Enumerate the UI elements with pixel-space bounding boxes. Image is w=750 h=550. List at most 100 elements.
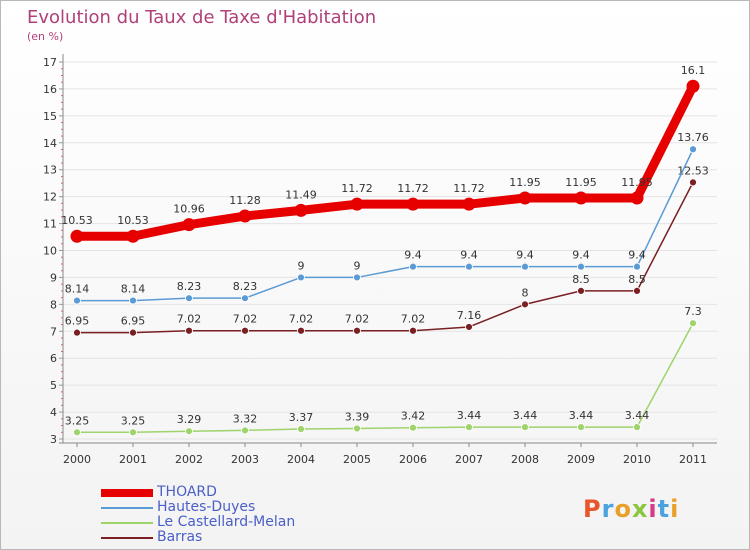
chart-title: Evolution du Taux de Taxe d'Habitation <box>27 7 377 28</box>
data-label-hautes-duyes-2007: 9.4 <box>460 249 478 262</box>
legend-item-hautes-duyes[interactable]: Hautes-Duyes <box>101 500 295 515</box>
data-point-thoard-2006 <box>406 197 420 211</box>
data-point-le-castellard-melan-2007 <box>465 423 473 432</box>
data-label-le-castellard-melan-2002: 3.29 <box>177 413 202 426</box>
data-point-hautes-duyes-2010 <box>633 262 641 271</box>
y-tick-label-8: 8 <box>50 298 57 311</box>
y-tick-label-13: 13 <box>43 164 57 177</box>
y-tick-label-14: 14 <box>43 137 57 150</box>
data-point-thoard-2001 <box>126 229 140 243</box>
data-point-le-castellard-melan-2009 <box>577 423 585 432</box>
data-label-le-castellard-melan-2007: 3.44 <box>457 409 482 422</box>
data-label-hautes-duyes-2009: 9.4 <box>572 249 590 262</box>
data-label-barras-2009: 8.5 <box>572 273 590 286</box>
data-point-thoard-2002 <box>182 218 196 232</box>
data-point-hautes-duyes-2009 <box>577 262 585 271</box>
x-tick-label-2004: 2004 <box>287 453 315 466</box>
data-label-thoard-2010: 11.95 <box>621 176 653 189</box>
data-point-hautes-duyes-2011 <box>689 145 697 154</box>
data-point-le-castellard-melan-2006 <box>409 423 417 432</box>
data-point-thoard-2005 <box>350 197 364 211</box>
data-point-barras-2003 <box>241 326 249 335</box>
data-label-hautes-duyes-2005: 9 <box>354 259 361 272</box>
data-label-le-castellard-melan-2011: 7.3 <box>684 305 702 318</box>
data-point-hautes-duyes-2003 <box>241 294 249 303</box>
legend-item-thoard[interactable]: THOARD <box>101 485 295 500</box>
data-label-barras-2001: 6.95 <box>121 315 146 328</box>
data-label-thoard-2006: 11.72 <box>397 182 429 195</box>
data-label-hautes-duyes-2004: 9 <box>298 259 305 272</box>
data-label-hautes-duyes-2011: 13.76 <box>677 131 709 144</box>
y-tick-label-10: 10 <box>43 245 57 258</box>
legend-label-thoard: THOARD <box>157 484 217 500</box>
proxiti-logo: Proxiti <box>583 495 680 523</box>
data-label-le-castellard-melan-2010: 3.44 <box>625 409 650 422</box>
data-point-hautes-duyes-2008 <box>521 262 529 271</box>
data-label-thoard-2005: 11.72 <box>341 182 373 195</box>
data-label-le-castellard-melan-2003: 3.32 <box>233 412 258 425</box>
data-label-thoard-2004: 11.49 <box>285 188 317 201</box>
legend-swatch-le-castellard-melan <box>101 521 153 524</box>
y-tick-label-3: 3 <box>50 433 57 446</box>
data-label-barras-2002: 7.02 <box>177 313 202 326</box>
y-tick-label-4: 4 <box>50 406 57 419</box>
data-point-le-castellard-melan-2000 <box>73 428 81 437</box>
data-point-hautes-duyes-2000 <box>73 296 81 305</box>
data-point-thoard-2011 <box>686 79 700 93</box>
data-label-hautes-duyes-2010: 9.4 <box>628 249 646 262</box>
y-tick-label-12: 12 <box>43 191 57 204</box>
data-point-barras-2002 <box>185 326 193 335</box>
data-point-thoard-2009 <box>574 191 588 205</box>
data-point-barras-2011 <box>689 178 697 187</box>
data-label-thoard-2009: 11.95 <box>565 176 597 189</box>
data-label-le-castellard-melan-2006: 3.42 <box>401 410 426 423</box>
data-point-barras-2001 <box>129 328 137 337</box>
data-point-le-castellard-melan-2003 <box>241 426 249 435</box>
data-point-le-castellard-melan-2008 <box>521 423 529 432</box>
chart-subtitle: (en %) <box>27 30 64 43</box>
data-label-thoard-2007: 11.72 <box>453 182 485 195</box>
x-tick-label-2000: 2000 <box>63 453 91 466</box>
legend-item-barras[interactable]: Barras <box>101 530 295 545</box>
series-line-hautes-duyes <box>76 148 694 302</box>
legend-item-le-castellard-melan[interactable]: Le Castellard-Melan <box>101 515 295 530</box>
data-label-thoard-2008: 11.95 <box>509 176 541 189</box>
data-point-barras-2007 <box>465 323 473 331</box>
x-tick-label-2006: 2006 <box>399 453 427 466</box>
data-point-thoard-2000 <box>70 229 84 243</box>
data-point-le-castellard-melan-2011 <box>689 319 697 328</box>
x-tick-label-2010: 2010 <box>623 453 651 466</box>
data-point-hautes-duyes-2002 <box>185 294 193 303</box>
legend-label-le-castellard-melan: Le Castellard-Melan <box>157 514 296 530</box>
data-label-barras-2006: 7.02 <box>401 313 426 326</box>
x-tick-label-2008: 2008 <box>511 453 539 466</box>
y-tick-label-17: 17 <box>43 56 57 69</box>
legend-swatch-hautes-duyes <box>101 506 153 509</box>
data-point-hautes-duyes-2004 <box>297 273 305 282</box>
data-point-barras-2005 <box>353 326 361 335</box>
y-tick-label-16: 16 <box>43 83 57 96</box>
data-label-barras-2008: 8 <box>522 286 529 299</box>
data-label-le-castellard-melan-2001: 3.25 <box>121 414 146 427</box>
legend-swatch-thoard <box>101 488 153 497</box>
y-tick-label-6: 6 <box>50 352 57 365</box>
data-point-thoard-2004 <box>294 203 308 217</box>
data-label-barras-2011: 12.53 <box>677 164 709 177</box>
x-tick-label-2007: 2007 <box>455 453 483 466</box>
x-tick-label-2011: 2011 <box>679 453 707 466</box>
data-label-barras-2007: 7.16 <box>457 309 482 322</box>
data-label-le-castellard-melan-2004: 3.37 <box>289 411 314 424</box>
y-tick-label-15: 15 <box>43 110 57 123</box>
data-label-hautes-duyes-2002: 8.23 <box>177 280 202 293</box>
series-line-thoard <box>72 81 698 241</box>
data-point-le-castellard-melan-2010 <box>633 423 641 432</box>
data-label-hautes-duyes-2006: 9.4 <box>404 249 422 262</box>
x-tick-label-2005: 2005 <box>343 453 371 466</box>
data-point-le-castellard-melan-2002 <box>185 427 193 436</box>
y-tick-label-9: 9 <box>50 271 57 284</box>
data-point-thoard-2008 <box>518 191 532 205</box>
x-tick-label-2001: 2001 <box>119 453 147 466</box>
data-label-barras-2005: 7.02 <box>345 313 370 326</box>
data-point-barras-2009 <box>577 286 585 295</box>
